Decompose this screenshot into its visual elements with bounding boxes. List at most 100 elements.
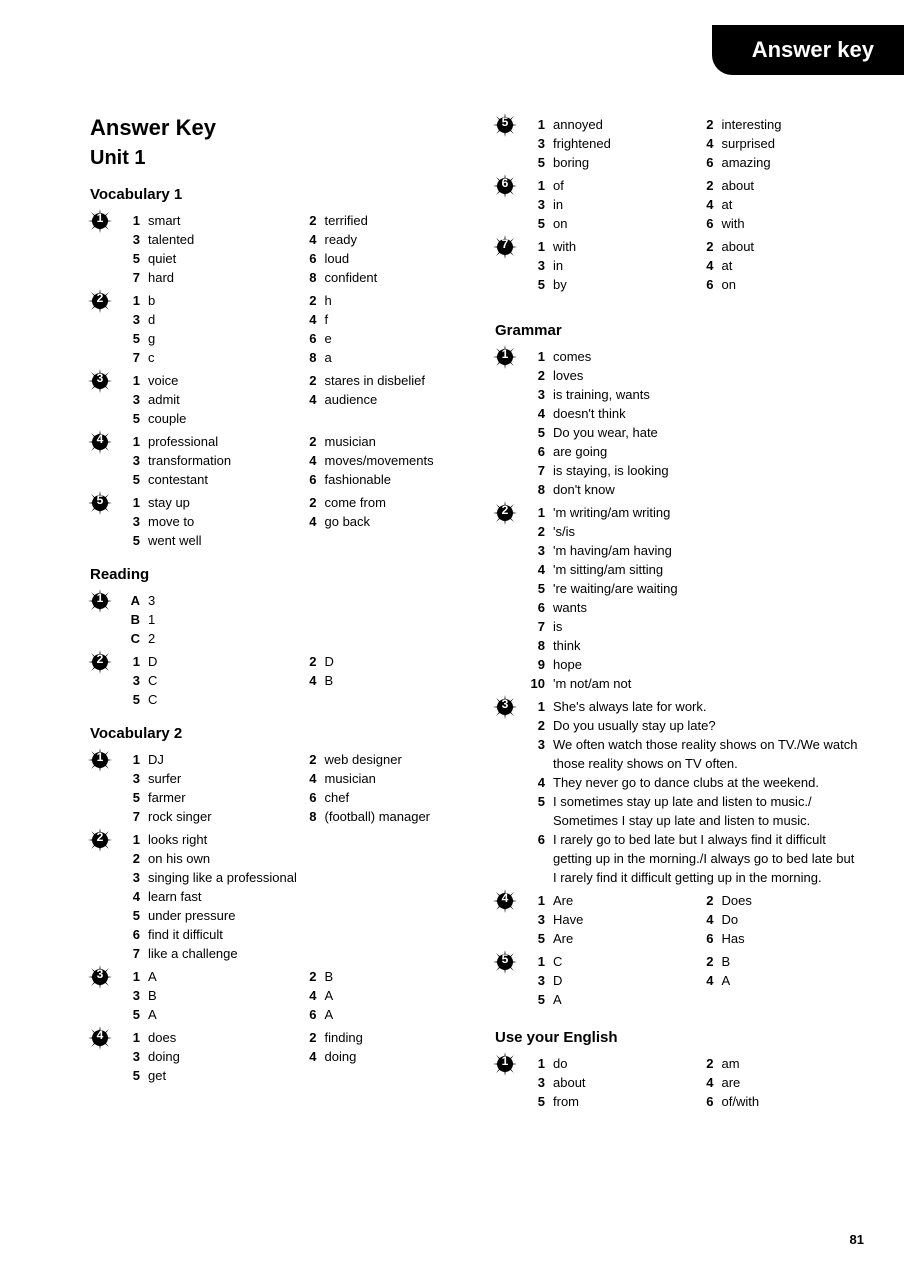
answer-row: 4musician	[299, 769, 476, 788]
answer-number: 4	[299, 390, 317, 409]
answer-value: comes	[553, 347, 864, 366]
answer-value: C	[553, 952, 696, 971]
answer-row: 4are	[696, 1073, 865, 1092]
answer-number: 1	[527, 952, 545, 971]
page-content: Answer Key Unit 1 Vocabulary 1 11smart3t…	[90, 115, 864, 1119]
answer-value: They never go to dance clubs at the week…	[553, 773, 864, 792]
exercise-badge-icon: 3	[90, 369, 118, 393]
answer-row: 1looks right	[122, 830, 475, 849]
answer-value: fashionable	[325, 470, 476, 489]
answer-row: 4They never go to dance clubs at the wee…	[527, 773, 864, 792]
answers: 1annoyed3frightened5boring2interesting4s…	[527, 115, 864, 172]
answer-value: Have	[553, 910, 696, 929]
exercise-badge-icon: 4	[495, 889, 523, 913]
answer-value: D	[553, 971, 696, 990]
answer-value: C	[148, 690, 299, 709]
answer-row: 1voice	[122, 371, 299, 390]
answer-value: I rarely go to bed late but I always fin…	[553, 830, 864, 887]
answer-row: 1b	[122, 291, 299, 310]
answer-value: 'm sitting/am sitting	[553, 560, 864, 579]
answer-value: under pressure	[148, 906, 475, 925]
answer-number: 3	[527, 256, 545, 275]
answer-columns: 1DJ3surfer5farmer7rock singer2web design…	[122, 750, 475, 826]
answer-value: do	[553, 1054, 696, 1073]
answer-row: 4f	[299, 310, 476, 329]
answer-column: 2interesting4surprised6amazing	[696, 115, 865, 172]
answer-row: 3frightened	[527, 134, 696, 153]
answer-row: 1do	[527, 1054, 696, 1073]
answer-value: 1	[148, 610, 475, 629]
answer-value: B	[325, 967, 476, 986]
answer-row: 8a	[299, 348, 476, 367]
answers: 1She's always late for work.2Do you usua…	[527, 697, 864, 887]
answer-row: C2	[122, 629, 475, 648]
answer-number: 4	[527, 560, 545, 579]
answer-value: hard	[148, 268, 299, 287]
answer-column: 1A3B5A	[122, 967, 299, 1024]
answer-value: is training, wants	[553, 385, 864, 404]
answer-value: Has	[722, 929, 865, 948]
answer-value: D	[148, 652, 299, 671]
answer-number: 6	[696, 214, 714, 233]
answer-row: 8don't know	[527, 480, 864, 499]
answer-row: 3talented	[122, 230, 299, 249]
answer-value: in	[553, 256, 696, 275]
answer-column: 1does3doing5get	[122, 1028, 299, 1085]
answer-number: 3	[122, 230, 140, 249]
answer-column: 2come from4go back	[299, 493, 476, 550]
header-tab: Answer key	[712, 25, 904, 75]
answer-row: 3 in	[527, 256, 696, 275]
answer-row: 8confident	[299, 268, 476, 287]
exercise-badge-icon: 5	[495, 113, 523, 137]
exercise: 11DJ3surfer5farmer7rock singer2web desig…	[90, 750, 475, 826]
answer-row: 1D	[122, 652, 299, 671]
answer-value: contestant	[148, 470, 299, 489]
answer-row: 5couple	[122, 409, 299, 428]
answer-row: 2about	[696, 237, 865, 256]
answer-column: 1D3C5C	[122, 652, 299, 709]
answer-row: 5get	[122, 1066, 299, 1085]
answer-number: 3	[527, 910, 545, 929]
answers: 1of3in5on2about4at6with	[527, 176, 864, 233]
answer-row: 6e	[299, 329, 476, 348]
exercise: 11comes2loves3is training, wants4doesn't…	[495, 347, 864, 499]
answer-row: 6on	[696, 275, 865, 294]
answer-number: 2	[299, 432, 317, 451]
answers: 1D3C5C2D4B	[122, 652, 475, 709]
answer-number: 2	[299, 371, 317, 390]
answer-row: 6 find it difficult	[122, 925, 475, 944]
answers: 1does3doing5get2finding4doing	[122, 1028, 475, 1085]
answer-number: 5	[527, 990, 545, 1009]
answer-number: 6	[122, 925, 140, 944]
answer-value: with	[722, 214, 865, 233]
answer-row: 1A	[122, 967, 299, 986]
answer-row: 1professional	[122, 432, 299, 451]
left-column: Answer Key Unit 1 Vocabulary 1 11smart3t…	[90, 115, 475, 1119]
answer-number: 3	[122, 671, 140, 690]
answer-value: find it difficult	[148, 925, 475, 944]
answer-column: 2D4B	[299, 652, 476, 709]
answer-value: Do	[722, 910, 865, 929]
exercise: 51annoyed3frightened5boring2interesting4…	[495, 115, 864, 172]
answer-row: A3	[122, 591, 475, 610]
exercise: 21D3C5C2D4B	[90, 652, 475, 709]
answer-value: B	[722, 952, 865, 971]
answer-row: 4moves/movements	[299, 451, 476, 470]
answer-value: doing	[325, 1047, 476, 1066]
exercise: 31She's always late for work.2Do you usu…	[495, 697, 864, 887]
answer-value: couple	[148, 409, 299, 428]
answer-value: 'm not/am not	[553, 674, 864, 693]
answer-number: 8	[299, 807, 317, 826]
answer-value: smart	[148, 211, 299, 230]
exercise-badge-icon: 2	[90, 650, 118, 674]
answer-number: 1	[122, 432, 140, 451]
answer-row: 5're waiting/are waiting	[527, 579, 864, 598]
answer-number: 3	[527, 735, 545, 773]
answer-value: move to	[148, 512, 299, 531]
answer-row: 7c	[122, 348, 299, 367]
section-heading: Vocabulary 1	[90, 186, 475, 203]
answer-number: 3	[527, 195, 545, 214]
exercise-badge-icon: 1	[90, 209, 118, 233]
answer-number: 3	[527, 134, 545, 153]
answer-value: Does	[722, 891, 865, 910]
